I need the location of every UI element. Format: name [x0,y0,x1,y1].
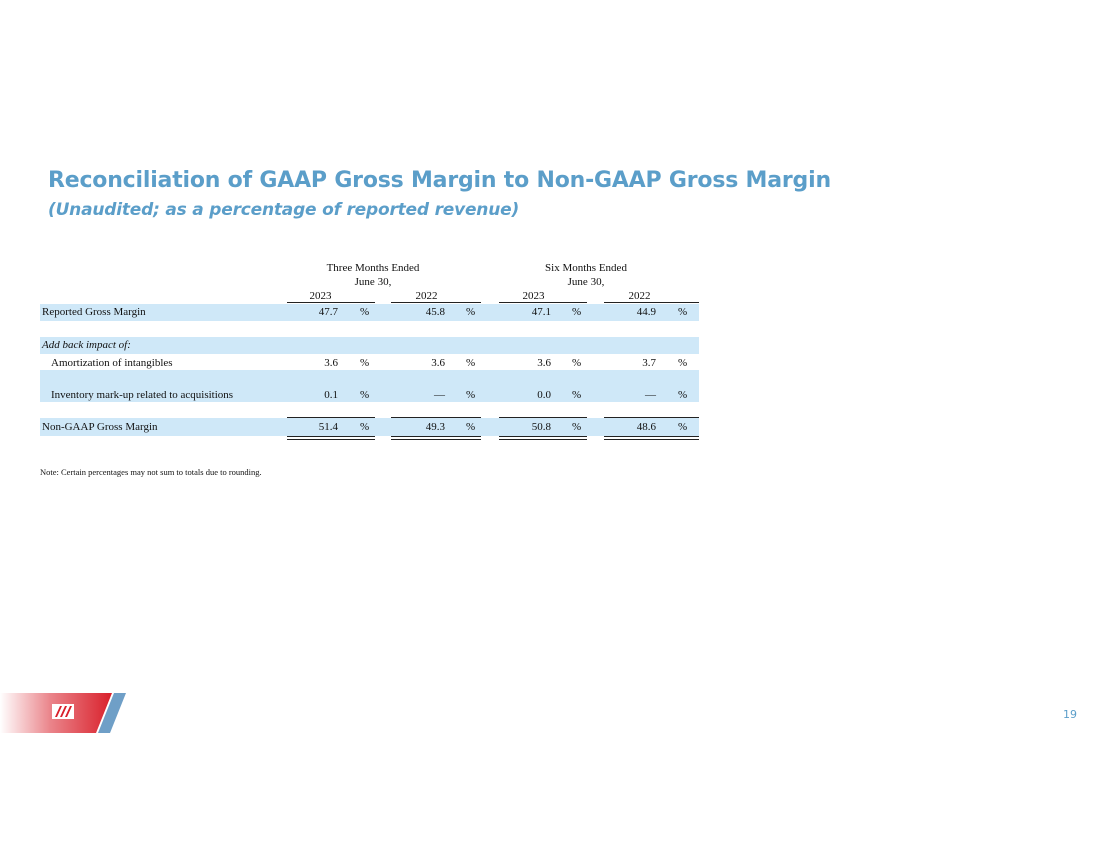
page-title: Reconciliation of GAAP Gross Margin to N… [48,168,831,193]
header-rule [287,302,375,303]
percent-sign: % [678,421,688,433]
percent-sign: % [572,421,582,433]
row-band [40,304,699,321]
cell-value: 3.7 [642,357,656,369]
percent-sign: % [678,389,688,401]
year-header: 2022 [628,290,651,302]
total-double-rule [604,436,699,440]
row-band [40,370,699,402]
percent-sign: % [678,306,688,318]
cell-value: 3.6 [431,357,445,369]
footnote: Note: Certain percentages may not sum to… [40,467,262,477]
row-label: Reported Gross Margin [42,306,146,318]
percent-sign: % [572,306,582,318]
percent-sign: % [466,421,476,433]
group-header-six-months-date: June 30, [567,276,605,288]
percent-sign: % [466,306,476,318]
logo-blue-stripe [98,693,126,733]
header-rule [499,302,587,303]
percent-sign: % [360,306,370,318]
percent-sign: % [466,389,476,401]
page-number: 19 [1063,708,1077,721]
percent-sign: % [360,357,370,369]
cell-value: 51.4 [318,421,338,433]
subtotal-rule [499,417,587,418]
section-label: Add back impact of: [42,339,131,351]
year-header: 2022 [415,290,438,302]
cell-value: 50.8 [531,421,551,433]
cell-value: 49.3 [425,421,445,433]
row-band [40,418,699,436]
percent-sign: % [572,389,582,401]
cell-value: 48.6 [636,421,656,433]
cell-value: 0.1 [324,389,338,401]
cell-value: 44.9 [636,306,656,318]
percent-sign: % [678,357,688,369]
total-double-rule [499,436,587,440]
row-label: Non-GAAP Gross Margin [42,421,158,433]
group-header-three-months-date: June 30, [354,276,392,288]
company-logo-mark [0,693,126,733]
subtotal-rule [604,417,699,418]
percent-sign: % [572,357,582,369]
year-header: 2023 [309,290,332,302]
total-double-rule [287,436,375,440]
cell-value: 0.0 [537,389,551,401]
cell-value: — [434,389,445,401]
cell-value: 47.7 [318,306,338,318]
header-rule [604,302,699,303]
row-band [40,337,699,354]
percent-sign: % [466,357,476,369]
cell-value: 3.6 [324,357,338,369]
row-label: Inventory mark-up related to acquisition… [51,389,234,401]
group-header-three-months: Three Months Ended [326,262,420,274]
cell-value: — [645,389,656,401]
cell-value: 47.1 [531,306,551,318]
cell-value: 45.8 [425,306,445,318]
company-logo [0,690,130,736]
percent-sign: % [360,421,370,433]
header-rule [391,302,481,303]
row-label: Amortization of intangibles [51,357,173,369]
subtotal-rule [391,417,481,418]
cell-value: 3.6 [537,357,551,369]
subtotal-rule [287,417,375,418]
total-double-rule [391,436,481,440]
group-header-six-months: Six Months Ended [545,262,627,274]
percent-sign: % [360,389,370,401]
year-header: 2023 [522,290,545,302]
page-subtitle: (Unaudited; as a percentage of reported … [48,200,520,220]
